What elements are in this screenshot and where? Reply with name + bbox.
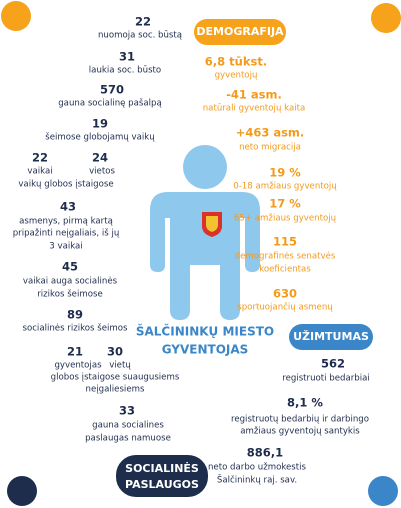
stat-label: šeimose globojamų vaikų bbox=[45, 132, 155, 143]
stat-value: 6,8 tūkst. bbox=[205, 55, 267, 69]
stat-label: vaikų globos įstaigose bbox=[18, 180, 113, 190]
stat-label: paslaugas namuose bbox=[85, 434, 171, 444]
stat-value: 30 bbox=[107, 345, 123, 359]
stat-value: 8,1 % bbox=[287, 396, 323, 410]
stat-label: nuomoja soc. būstą bbox=[98, 31, 182, 41]
corner-dot bbox=[371, 3, 401, 33]
stat-label: gyventojų bbox=[215, 71, 258, 81]
stat-label: koeficientas bbox=[259, 265, 311, 275]
stat-label: asmenys, pirmą kartą bbox=[19, 217, 113, 227]
section-title: UŽIMTUMAS bbox=[293, 330, 369, 343]
section-title: DEMOGRAFIJA bbox=[196, 25, 284, 38]
stat-value: 19 % bbox=[269, 166, 301, 180]
section-title: SOCIALINĖS bbox=[125, 461, 199, 475]
stat-label: demografinės senatvės bbox=[235, 252, 336, 262]
stat-value: 22 bbox=[32, 151, 48, 165]
stat-label: GYVENTOJAS bbox=[162, 343, 249, 357]
stat-label: amžiaus gyventojų santykis bbox=[240, 427, 360, 437]
stat-label: vietų bbox=[109, 361, 131, 371]
infographic: DEMOGRAFIJA 6,8 tūkst. gyventojų -41 asm. na… bbox=[0, 0, 401, 508]
stat-label: neto migracija bbox=[239, 143, 301, 153]
stat-value: 33 bbox=[119, 404, 135, 418]
stat-label: vaikai bbox=[27, 167, 52, 177]
stat-label: sportuojančių asmenų bbox=[237, 302, 333, 313]
stat-label: gauna socialinę pašalpą bbox=[58, 98, 162, 109]
stat-value: 562 bbox=[321, 357, 345, 371]
stat-label: neto darbo užmokestis bbox=[208, 463, 307, 473]
stat-value: 24 bbox=[92, 151, 108, 165]
corner-dot bbox=[1, 1, 31, 31]
stat-value: 17 % bbox=[269, 197, 301, 211]
stat-value: 45 bbox=[62, 260, 78, 274]
stat-label: 0-18 amžiaus gyventojų bbox=[233, 182, 337, 192]
stat-value: 886,1 bbox=[247, 446, 283, 460]
stat-value: 19 bbox=[92, 117, 108, 131]
stat-label: Šalčininkų raj. sav. bbox=[217, 474, 297, 486]
stat-value: 21 bbox=[67, 345, 83, 359]
stat-label: neįgaliesiems bbox=[86, 385, 145, 395]
stat-value: 570 bbox=[100, 83, 124, 97]
stat-label: registruoti bedarbiai bbox=[282, 374, 370, 384]
stat-label: gauna socialines bbox=[92, 421, 164, 431]
stat-label: natūrali gyventojų kaita bbox=[203, 104, 306, 114]
stat-label: gyventojas bbox=[54, 361, 102, 371]
section-title: PASLAUGOS bbox=[125, 478, 199, 491]
stat-label: registruotų bedarbių ir darbingo bbox=[231, 415, 369, 425]
corner-dot bbox=[7, 476, 37, 506]
stat-label: ŠALČININKŲ MIESTO bbox=[136, 324, 274, 339]
stat-label: socialinės rizikos šeimos bbox=[22, 323, 128, 334]
coat-of-arms bbox=[202, 212, 222, 237]
stat-label: vietos bbox=[89, 167, 115, 177]
stat-value: 115 bbox=[273, 235, 297, 249]
stat-value: 630 bbox=[273, 287, 297, 301]
stat-label: 65+ amžiaus gyventojų bbox=[234, 214, 337, 224]
stat-label: pripažinti neįgaliais, iš jų bbox=[13, 228, 120, 239]
stat-value: +463 asm. bbox=[236, 126, 305, 140]
stat-label: 3 vaikai bbox=[49, 242, 82, 252]
stat-label: globos įstaigose suaugusiems bbox=[51, 373, 180, 383]
stat-value: 31 bbox=[119, 50, 135, 64]
stat-label: laukia soc. būsto bbox=[89, 66, 161, 76]
stat-value: 22 bbox=[135, 15, 151, 29]
stat-value: -41 asm. bbox=[226, 88, 282, 102]
stat-label: rizikos šeimose bbox=[37, 289, 103, 300]
stat-value: 89 bbox=[67, 308, 83, 322]
stat-value: 43 bbox=[60, 200, 76, 214]
corner-dot bbox=[368, 476, 398, 506]
stat-label: vaikai auga socialinės bbox=[23, 277, 118, 287]
